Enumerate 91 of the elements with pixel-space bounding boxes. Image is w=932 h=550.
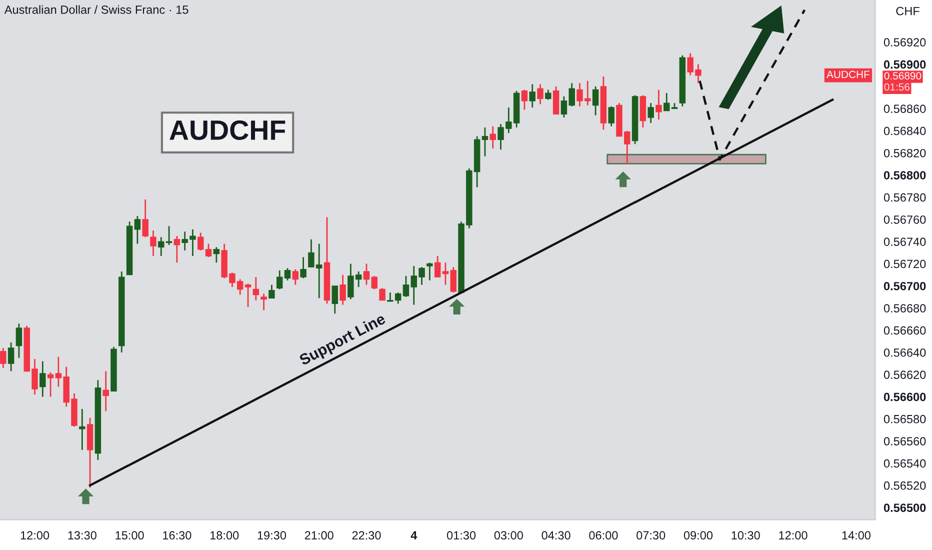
candlestick (332, 285, 338, 314)
candlestick (158, 236, 164, 257)
y-tick-label: 0.56720 (884, 260, 926, 268)
x-tick-label: 04:30 (542, 531, 570, 540)
candlestick (340, 274, 346, 306)
candlestick (8, 342, 14, 372)
text: CHF (896, 6, 920, 16)
candlestick (426, 262, 433, 282)
y-tick-label: 0.56560 (884, 437, 926, 446)
candlestick (379, 287, 386, 302)
y-tick-label: 0.56600 (884, 392, 926, 402)
candlestick (592, 86, 599, 116)
x-tick-label: 22:30 (352, 531, 381, 540)
candlestick (608, 106, 614, 128)
candlestick (150, 230, 156, 257)
candlestick (552, 86, 560, 115)
candlestick (529, 84, 536, 108)
y-tick-label: 0.56540 (884, 459, 926, 468)
candlestick (174, 235, 180, 264)
candlestick (268, 284, 275, 299)
candlestick (205, 243, 212, 258)
x-tick-label: 4 (410, 531, 418, 540)
y-tick-label: 0.56860 (884, 104, 926, 113)
y-tick-label: 0.56640 (884, 348, 926, 357)
x-tick-label: 01:30 (446, 531, 476, 540)
y-tick-label: 0.56840 (884, 126, 926, 136)
text: 01:56 (884, 83, 910, 91)
candlestick (252, 276, 260, 302)
y-tick-label: 0.56780 (884, 193, 926, 202)
candlestick (213, 246, 220, 264)
candlestick (402, 275, 410, 298)
x-tick-label: 10:30 (732, 531, 760, 540)
y-tick-label: 0.56620 (884, 370, 926, 379)
x-tick-label: 16:30 (163, 531, 192, 540)
y-tick-label: 0.56660 (884, 326, 926, 335)
y-tick-label: 0.56800 (884, 171, 926, 180)
candlestick (79, 408, 86, 451)
y-tick-label: 0.56740 (884, 238, 926, 246)
y-tick-label: 0.56820 (884, 148, 926, 158)
y-tick-label: 0.56580 (884, 414, 926, 424)
candlestick (16, 322, 22, 359)
x-tick-label: 13:30 (68, 531, 96, 540)
candlestick (292, 268, 299, 286)
candlestick (434, 255, 441, 278)
candlestick (276, 270, 283, 290)
y-tick-label: 0.56900 (884, 60, 926, 69)
x-tick-label: 12:00 (20, 531, 50, 540)
candlestick (284, 267, 291, 282)
candlestick (363, 263, 370, 286)
candlestick (450, 266, 456, 294)
candlestick (166, 225, 172, 246)
annotation: AUDCHF (170, 120, 286, 140)
candlestick (134, 215, 141, 244)
candlestick (142, 198, 148, 238)
x-tick-label: 15:00 (116, 531, 144, 540)
x-tick-label: 21:00 (304, 531, 334, 540)
candlestick (521, 89, 528, 110)
y-tick-label: 0.56500 (884, 504, 926, 512)
candlestick (648, 102, 654, 124)
x-tick-label: 03:00 (494, 531, 523, 540)
candlestick (102, 370, 109, 412)
x-tick-label: 14:00 (842, 531, 871, 540)
candlestick (198, 232, 204, 252)
x-tick-label: 12:00 (779, 531, 808, 540)
candlestick (482, 126, 488, 157)
y-tick-label: 0.56920 (884, 38, 926, 47)
candlestick (537, 84, 544, 105)
candlestick (664, 92, 670, 112)
candlestick (0, 347, 6, 369)
y-tick-label: 0.56760 (884, 215, 926, 224)
text: 0.56890 (884, 72, 922, 80)
annotation: AUDCHF (826, 70, 870, 78)
y-tick-label: 0.56700 (884, 282, 926, 290)
candlestick (442, 262, 449, 286)
y-tick-label: 0.56520 (884, 481, 926, 490)
x-tick-label: 06:00 (589, 531, 618, 540)
candlestick (244, 283, 252, 308)
candlestick (545, 89, 552, 100)
x-tick-label: 09:00 (684, 531, 713, 540)
y-tick-label: 0.56680 (884, 304, 926, 312)
chart-title: Australian Dollar / Swiss Franc · 15 (4, 5, 188, 14)
candlestick (300, 256, 306, 279)
candlestick (47, 372, 54, 398)
candlestick (490, 126, 496, 150)
candlestick (656, 89, 662, 120)
x-tick-label: 07:30 (636, 531, 666, 540)
candlestick (40, 360, 46, 398)
candlestick (371, 275, 378, 290)
x-tick-label: 18:00 (210, 531, 239, 540)
candlestick (260, 292, 267, 311)
x-tick-label: 19:30 (258, 531, 286, 540)
